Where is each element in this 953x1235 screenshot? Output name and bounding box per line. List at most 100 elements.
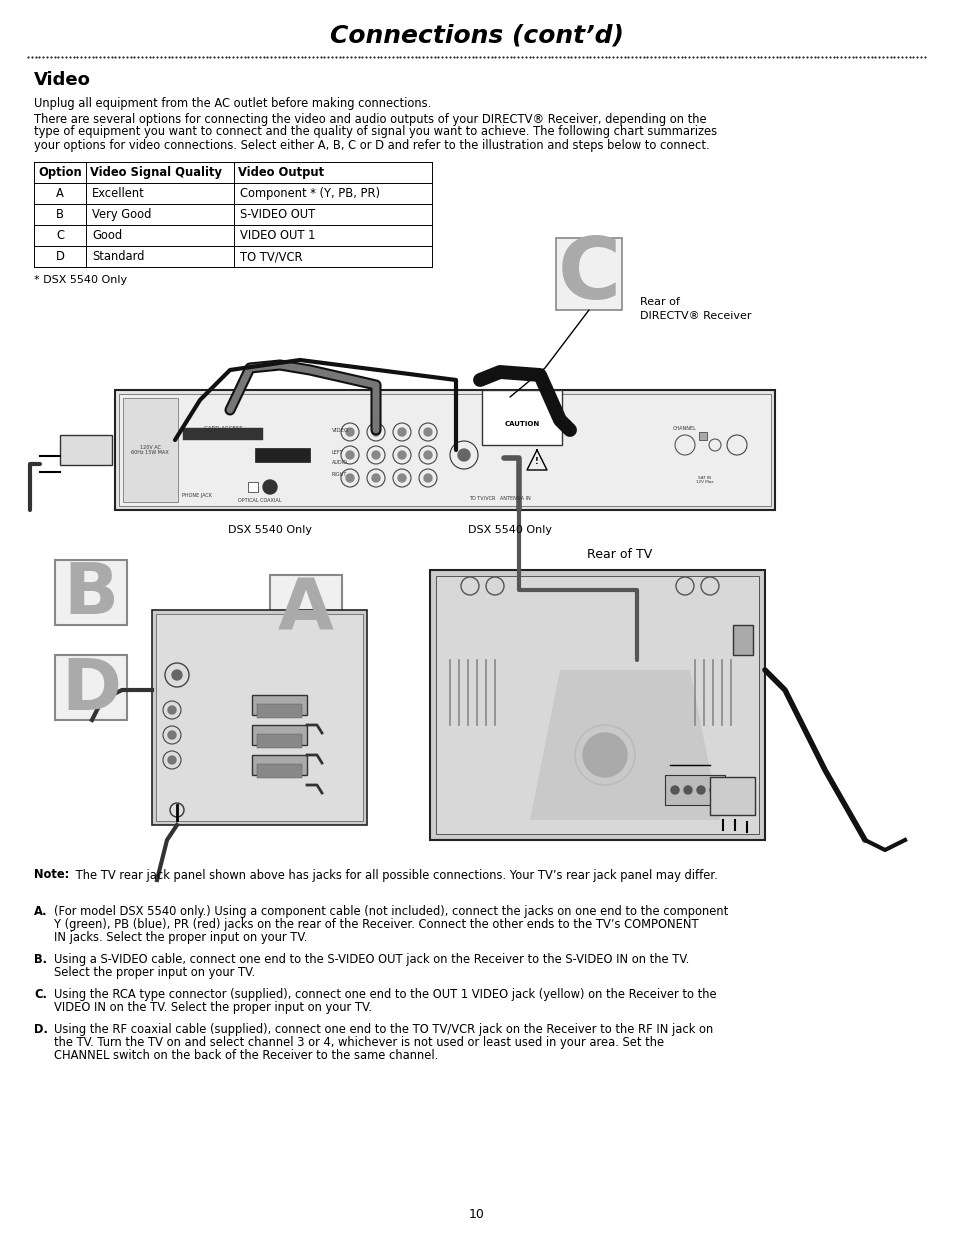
Bar bbox=[664, 776, 724, 805]
Text: Connections (cont’d): Connections (cont’d) bbox=[330, 23, 623, 48]
Text: The TV rear jack panel shown above has jacks for all possible connections. Your : The TV rear jack panel shown above has j… bbox=[71, 868, 717, 882]
Text: LEFT: LEFT bbox=[332, 450, 343, 454]
Text: D: D bbox=[55, 249, 65, 263]
Text: Component * (Y, PB, PR): Component * (Y, PB, PR) bbox=[240, 186, 379, 200]
Text: Using a S-VIDEO cable, connect one end to the S-VIDEO OUT jack on the Receiver t: Using a S-VIDEO cable, connect one end t… bbox=[54, 953, 689, 966]
Circle shape bbox=[697, 785, 704, 794]
Text: Video Signal Quality: Video Signal Quality bbox=[90, 165, 222, 179]
Bar bbox=[256, 764, 302, 778]
Circle shape bbox=[168, 706, 175, 714]
Text: TO TV/VCR   ANTENNA IN: TO TV/VCR ANTENNA IN bbox=[469, 495, 530, 500]
Bar bbox=[709, 777, 754, 815]
Text: Y (green), PB (blue), PR (red) jacks on the rear of the Receiver. Connect the ot: Y (green), PB (blue), PR (red) jacks on … bbox=[54, 918, 698, 931]
Bar bbox=[152, 610, 367, 825]
Text: CARD ACCESS: CARD ACCESS bbox=[203, 426, 242, 431]
Circle shape bbox=[346, 429, 354, 436]
Text: RIGHT: RIGHT bbox=[332, 473, 347, 478]
Circle shape bbox=[423, 451, 432, 459]
Text: B: B bbox=[63, 561, 118, 630]
Text: (For model DSX 5540 only.) Using a component cable (not included), connect the j: (For model DSX 5540 only.) Using a compo… bbox=[54, 905, 727, 918]
Text: VIDEO: VIDEO bbox=[332, 427, 349, 432]
Circle shape bbox=[670, 785, 679, 794]
Circle shape bbox=[346, 451, 354, 459]
Circle shape bbox=[372, 451, 379, 459]
Text: * DSX 5540 Only: * DSX 5540 Only bbox=[34, 275, 127, 285]
Text: CHANNEL: CHANNEL bbox=[673, 426, 697, 431]
Circle shape bbox=[397, 474, 406, 482]
Bar bbox=[699, 432, 706, 440]
Circle shape bbox=[372, 429, 379, 436]
Text: B.: B. bbox=[34, 953, 47, 966]
Circle shape bbox=[397, 429, 406, 436]
Text: DSX 5540 Only: DSX 5540 Only bbox=[228, 525, 312, 535]
Bar bbox=[256, 734, 302, 748]
Bar bbox=[430, 571, 764, 840]
Text: TO TV/VCR: TO TV/VCR bbox=[240, 249, 302, 263]
Text: CAUTION: CAUTION bbox=[504, 421, 539, 427]
Bar bbox=[270, 576, 341, 640]
Text: the TV. Turn the TV on and select channel 3 or 4, whichever is not used or least: the TV. Turn the TV on and select channe… bbox=[54, 1036, 663, 1049]
Text: A.: A. bbox=[34, 905, 48, 918]
Text: !: ! bbox=[535, 457, 538, 467]
Text: 10: 10 bbox=[469, 1209, 484, 1221]
Bar bbox=[252, 695, 307, 715]
Text: C: C bbox=[557, 233, 620, 316]
Text: B: B bbox=[56, 207, 64, 221]
Bar bbox=[55, 559, 127, 625]
Text: Standard: Standard bbox=[91, 249, 144, 263]
Text: SAT IN
12V Max: SAT IN 12V Max bbox=[696, 475, 713, 484]
Bar bbox=[248, 482, 257, 492]
Text: DIRECTV® Receiver: DIRECTV® Receiver bbox=[639, 311, 751, 321]
Bar bbox=[436, 576, 759, 834]
Text: OPTICAL COAXIAL: OPTICAL COAXIAL bbox=[238, 498, 281, 503]
Text: 120V AC
60Hz 15W MAX: 120V AC 60Hz 15W MAX bbox=[131, 445, 169, 456]
Circle shape bbox=[709, 785, 718, 794]
Text: Select the proper input on your TV.: Select the proper input on your TV. bbox=[54, 966, 254, 979]
Text: type of equipment you want to connect and the quality of signal you want to achi: type of equipment you want to connect an… bbox=[34, 126, 717, 138]
Circle shape bbox=[582, 734, 626, 777]
Bar bbox=[481, 390, 561, 445]
Circle shape bbox=[168, 756, 175, 764]
Text: Very Good: Very Good bbox=[91, 207, 152, 221]
Text: D.: D. bbox=[34, 1023, 48, 1036]
Text: Unplug all equipment from the AC outlet before making connections.: Unplug all equipment from the AC outlet … bbox=[34, 96, 431, 110]
Circle shape bbox=[423, 474, 432, 482]
Text: VIDEO OUT 1: VIDEO OUT 1 bbox=[240, 228, 315, 242]
Text: CHANNEL switch on the back of the Receiver to the same channel.: CHANNEL switch on the back of the Receiv… bbox=[54, 1049, 437, 1062]
Text: Note:: Note: bbox=[34, 868, 70, 882]
Text: Excellent: Excellent bbox=[91, 186, 145, 200]
Bar bbox=[252, 725, 307, 745]
Text: Good: Good bbox=[91, 228, 122, 242]
Text: Rear of: Rear of bbox=[639, 296, 679, 308]
Bar bbox=[556, 238, 621, 310]
Bar bbox=[732, 625, 752, 655]
Bar bbox=[115, 390, 774, 510]
Text: D: D bbox=[61, 656, 121, 725]
Circle shape bbox=[372, 474, 379, 482]
Text: C.: C. bbox=[34, 988, 47, 1002]
Text: A: A bbox=[56, 186, 64, 200]
Circle shape bbox=[683, 785, 691, 794]
Bar bbox=[123, 398, 178, 501]
Polygon shape bbox=[530, 671, 720, 820]
Text: Video: Video bbox=[34, 70, 91, 89]
Bar bbox=[55, 655, 127, 720]
Text: Option: Option bbox=[38, 165, 82, 179]
Circle shape bbox=[263, 480, 276, 494]
Bar bbox=[252, 755, 307, 776]
Circle shape bbox=[397, 451, 406, 459]
Bar bbox=[183, 429, 263, 440]
Text: A: A bbox=[277, 576, 334, 645]
Text: Video Output: Video Output bbox=[237, 165, 324, 179]
Text: S-VIDEO OUT: S-VIDEO OUT bbox=[240, 207, 314, 221]
Text: AUDIO: AUDIO bbox=[332, 459, 348, 464]
Text: your options for video connections. Select either A, B, C or D and refer to the : your options for video connections. Sele… bbox=[34, 138, 709, 152]
Bar bbox=[156, 614, 363, 821]
Bar bbox=[256, 704, 302, 718]
Text: Using the RF coaxial cable (supplied), connect one end to the TO TV/VCR jack on : Using the RF coaxial cable (supplied), c… bbox=[54, 1023, 713, 1036]
Text: C: C bbox=[56, 228, 64, 242]
Circle shape bbox=[423, 429, 432, 436]
Bar bbox=[119, 394, 770, 506]
Circle shape bbox=[168, 731, 175, 739]
Text: Rear of TV: Rear of TV bbox=[587, 548, 652, 562]
